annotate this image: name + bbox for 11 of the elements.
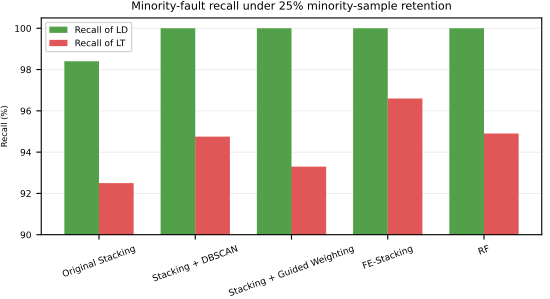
y-tick-label: 94	[20, 148, 32, 156]
legend-label: Recall of LT	[76, 39, 126, 46]
legend-label: Recall of LD	[76, 26, 128, 34]
y-tick-label: 96	[20, 108, 31, 114]
y-tick-label: 100	[15, 24, 31, 32]
chart-title: Minority-fault recall under 25% minority-sample retention	[132, 1, 451, 12]
x-tick-label: RF	[478, 244, 490, 254]
y-tick-label: 92	[20, 190, 31, 197]
y-axis-title: Recall (%)	[0, 106, 8, 146]
y-tick-label: 98	[20, 66, 31, 74]
y-tick-label: 90	[20, 231, 31, 238]
